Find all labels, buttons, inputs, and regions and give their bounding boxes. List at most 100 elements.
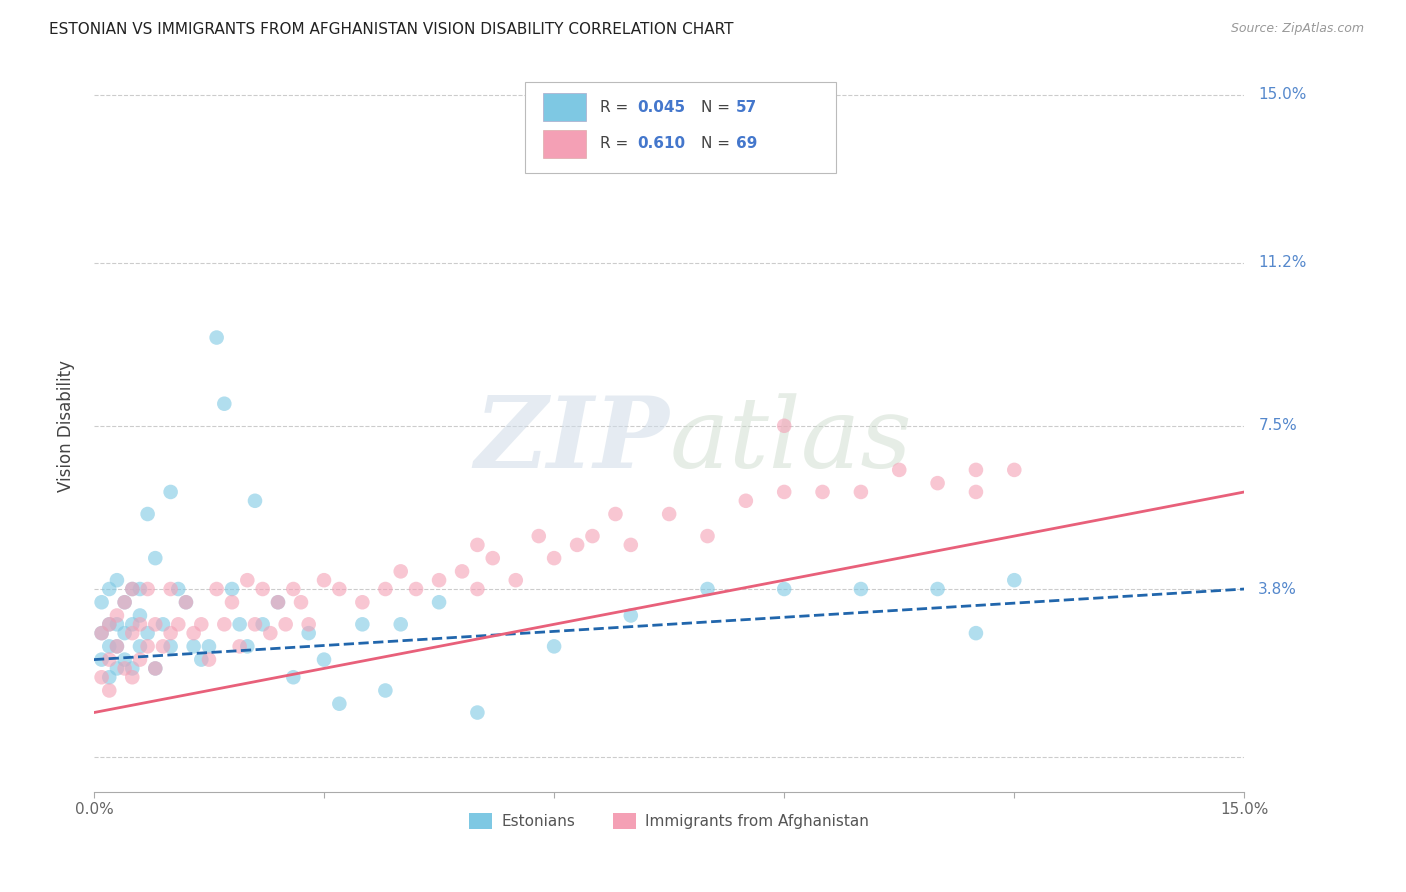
- Point: [114, 595, 136, 609]
- Point: [543, 551, 565, 566]
- Point: [136, 582, 159, 596]
- Point: [505, 573, 527, 587]
- Point: [267, 595, 290, 609]
- Point: [658, 507, 681, 521]
- Point: [143, 661, 166, 675]
- Point: [121, 617, 143, 632]
- Text: 0.045: 0.045: [637, 100, 685, 115]
- Point: [221, 595, 243, 609]
- Point: [228, 640, 250, 654]
- Point: [773, 485, 796, 500]
- Point: [389, 617, 412, 632]
- Point: [620, 538, 643, 552]
- Point: [696, 529, 718, 543]
- Point: [374, 683, 396, 698]
- Point: [243, 493, 266, 508]
- Point: [427, 595, 450, 609]
- Point: [136, 640, 159, 654]
- Point: [129, 640, 152, 654]
- Point: [889, 463, 911, 477]
- Point: [243, 617, 266, 632]
- Point: [121, 670, 143, 684]
- Point: [98, 683, 121, 698]
- Point: [159, 582, 181, 596]
- Point: [174, 595, 197, 609]
- Point: [773, 418, 796, 433]
- Point: [143, 661, 166, 675]
- Point: [927, 582, 949, 596]
- Y-axis label: Vision Disability: Vision Disability: [58, 359, 75, 491]
- Point: [174, 595, 197, 609]
- Point: [312, 573, 335, 587]
- Point: [298, 617, 321, 632]
- FancyBboxPatch shape: [543, 94, 586, 121]
- Point: [205, 582, 228, 596]
- Point: [152, 640, 174, 654]
- Point: [328, 697, 350, 711]
- Point: [565, 538, 588, 552]
- Point: [927, 476, 949, 491]
- Point: [773, 582, 796, 596]
- Point: [90, 626, 112, 640]
- Point: [98, 582, 121, 596]
- Point: [121, 661, 143, 675]
- Point: [620, 608, 643, 623]
- FancyBboxPatch shape: [526, 81, 837, 173]
- Point: [374, 582, 396, 596]
- Point: [98, 670, 121, 684]
- Point: [105, 661, 128, 675]
- Point: [105, 640, 128, 654]
- Point: [105, 573, 128, 587]
- FancyBboxPatch shape: [543, 130, 586, 158]
- Point: [152, 617, 174, 632]
- Point: [190, 617, 212, 632]
- Point: [98, 617, 121, 632]
- Point: [98, 617, 121, 632]
- Text: 7.5%: 7.5%: [1258, 418, 1296, 434]
- Text: 3.8%: 3.8%: [1258, 582, 1298, 597]
- Point: [90, 595, 112, 609]
- Legend: Estonians, Immigrants from Afghanistan: Estonians, Immigrants from Afghanistan: [463, 807, 876, 836]
- Text: R =: R =: [600, 136, 633, 152]
- Point: [183, 626, 205, 640]
- Point: [214, 617, 236, 632]
- Point: [129, 652, 152, 666]
- Point: [198, 640, 221, 654]
- Point: [543, 640, 565, 654]
- Point: [734, 493, 756, 508]
- Point: [581, 529, 603, 543]
- Point: [190, 652, 212, 666]
- Point: [312, 652, 335, 666]
- Point: [159, 485, 181, 500]
- Point: [105, 640, 128, 654]
- Point: [527, 529, 550, 543]
- Point: [1002, 463, 1025, 477]
- Point: [283, 582, 305, 596]
- Point: [143, 617, 166, 632]
- Point: [105, 617, 128, 632]
- Text: 57: 57: [735, 100, 756, 115]
- Point: [298, 626, 321, 640]
- Point: [98, 640, 121, 654]
- Point: [236, 573, 259, 587]
- Point: [205, 330, 228, 344]
- Text: R =: R =: [600, 100, 633, 115]
- Text: N =: N =: [702, 100, 735, 115]
- Point: [183, 640, 205, 654]
- Text: 0.610: 0.610: [637, 136, 685, 152]
- Point: [114, 626, 136, 640]
- Point: [129, 608, 152, 623]
- Point: [105, 608, 128, 623]
- Point: [90, 626, 112, 640]
- Point: [121, 626, 143, 640]
- Point: [252, 582, 274, 596]
- Point: [129, 617, 152, 632]
- Point: [98, 652, 121, 666]
- Point: [121, 582, 143, 596]
- Point: [467, 582, 489, 596]
- Point: [389, 565, 412, 579]
- Point: [965, 626, 987, 640]
- Point: [290, 595, 312, 609]
- Point: [136, 626, 159, 640]
- Point: [90, 652, 112, 666]
